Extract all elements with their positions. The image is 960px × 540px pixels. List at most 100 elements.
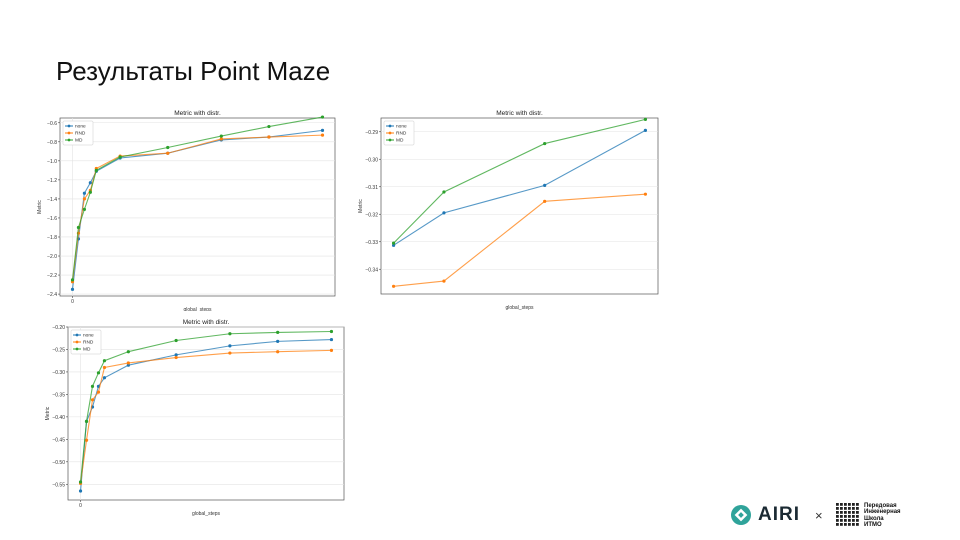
chart-title: Metric with distr. xyxy=(174,110,221,117)
data-point-none xyxy=(102,376,107,380)
data-point-md xyxy=(228,332,232,336)
chart-2-svg: Metric with distr. −0.34 −0.33 −0.32 −0.31 −0… xyxy=(358,110,659,311)
data-point-none xyxy=(228,344,232,348)
logo-grid-dot xyxy=(844,515,847,518)
logo-grid-dot xyxy=(840,519,843,522)
logo-grid-dot xyxy=(836,503,839,506)
legend-label: MD xyxy=(83,347,91,353)
data-point-rnd xyxy=(166,151,170,155)
logo-grid-dot xyxy=(852,523,855,526)
y-axis-label: Metric xyxy=(45,406,51,420)
series-line-rnd xyxy=(71,134,323,282)
logo-grid-dot xyxy=(836,511,839,514)
legend-marker xyxy=(75,347,79,351)
data-point-md xyxy=(84,419,89,423)
logo-grid-dot xyxy=(852,503,855,506)
y-tick-label: −0.25 xyxy=(52,347,65,353)
data-point-none xyxy=(442,211,446,215)
logo-grid-dot xyxy=(848,523,851,526)
data-point-rnd xyxy=(391,284,396,288)
y-tick-label: −2.4 xyxy=(47,292,57,298)
x-axis-label: global_steps xyxy=(505,305,534,311)
x-axis-label: global_steps xyxy=(192,511,221,517)
legend-box xyxy=(70,329,102,355)
logo-grid-dot xyxy=(852,507,855,510)
plot-frame xyxy=(380,117,659,295)
legend-marker xyxy=(388,138,392,142)
logo-grid-dot xyxy=(844,503,847,506)
y-tick-label: −1.4 xyxy=(47,197,57,203)
data-point-none xyxy=(126,363,130,367)
legend-label: RND xyxy=(83,340,94,346)
y-tick-label: −1.2 xyxy=(47,178,57,184)
data-point-md xyxy=(76,225,81,230)
y-tick-label: −0.50 xyxy=(52,460,65,466)
data-point-md xyxy=(102,359,107,363)
data-point-none xyxy=(276,339,280,343)
series-line-none xyxy=(80,339,332,492)
data-point-none xyxy=(82,191,87,195)
data-point-md xyxy=(126,350,130,354)
data-point-rnd xyxy=(267,135,271,139)
y-tick-label: −0.35 xyxy=(52,392,65,398)
chart-metric-3: Metric with distr. −0.55 −0.50 −0.45 −0.40 −0… xyxy=(30,316,350,520)
chart-title: Metric with distr. xyxy=(183,319,230,326)
legend-marker xyxy=(75,333,79,337)
series-line-md xyxy=(393,118,646,244)
data-point-none xyxy=(543,183,547,187)
logo-grid-dot xyxy=(840,503,843,506)
data-point-rnd xyxy=(126,361,130,365)
data-point-md xyxy=(174,338,178,343)
legend-label: RND xyxy=(396,131,407,137)
logo-grid-dot xyxy=(856,511,859,514)
legend-label: none xyxy=(75,125,86,130)
chart-1-svg: Metric with distr. −2.4 −2.2 −2.0 −1.8 −1.6 −1… xyxy=(37,110,336,311)
legend-label: MD xyxy=(75,138,83,144)
school-line-2: Инженерная xyxy=(864,509,901,516)
data-point-rnd xyxy=(84,438,89,442)
legend-marker xyxy=(67,131,71,135)
data-point-rnd xyxy=(219,137,223,141)
logo-grid-dot xyxy=(848,511,851,514)
y-tick-label: −0.6 xyxy=(47,121,57,127)
school-line-1: Передовая xyxy=(864,503,897,509)
logo-grid-dot xyxy=(836,507,839,510)
data-point-rnd xyxy=(442,279,446,283)
logo-grid-dot xyxy=(840,507,843,510)
y-tick-label: −0.29 xyxy=(365,130,378,136)
chart-title: Metric with distr. xyxy=(496,110,543,117)
legend-box xyxy=(383,120,415,146)
y-tick-label: −2.2 xyxy=(47,273,57,279)
data-point-md xyxy=(219,134,223,138)
data-point-md xyxy=(70,278,75,282)
data-point-rnd xyxy=(102,365,107,370)
data-point-rnd xyxy=(174,355,178,360)
series-line-rnd xyxy=(393,193,646,287)
logo-grid-dot xyxy=(852,519,855,522)
itmo-school-logo-text: Передовая Инженерная Школа ИТМО xyxy=(864,503,934,528)
logo-grid-dot xyxy=(852,511,855,514)
series-line-rnd xyxy=(80,349,332,484)
data-point-none xyxy=(174,353,178,357)
data-point-none xyxy=(320,128,325,132)
data-point-none xyxy=(391,243,396,247)
logo-grid-dot xyxy=(844,519,847,522)
chart-metric-1: Metric with distr. −2.4 −2.2 −2.0 −1.8 −1.6 −1… xyxy=(30,106,350,311)
y-tick-label: −0.34 xyxy=(365,267,378,273)
airi-logo-icon xyxy=(731,505,751,525)
slide-title: Результаты Point Maze xyxy=(56,56,331,86)
data-point-md xyxy=(267,124,271,129)
legend-box xyxy=(62,120,94,146)
legend-marker xyxy=(388,131,392,135)
logo-grid-dot xyxy=(848,507,851,510)
logo-grid-dot xyxy=(840,515,843,518)
data-point-md xyxy=(90,384,95,388)
y-tick-label: −0.30 xyxy=(365,157,378,163)
legend-label: none xyxy=(396,125,407,130)
logo-grid-dot xyxy=(848,519,851,522)
logo-grid-dot xyxy=(840,523,843,526)
airi-logo-text: AIRI xyxy=(758,504,800,525)
data-point-none xyxy=(329,337,334,342)
data-point-md xyxy=(276,330,280,334)
y-axis-label: Metric xyxy=(358,199,364,213)
